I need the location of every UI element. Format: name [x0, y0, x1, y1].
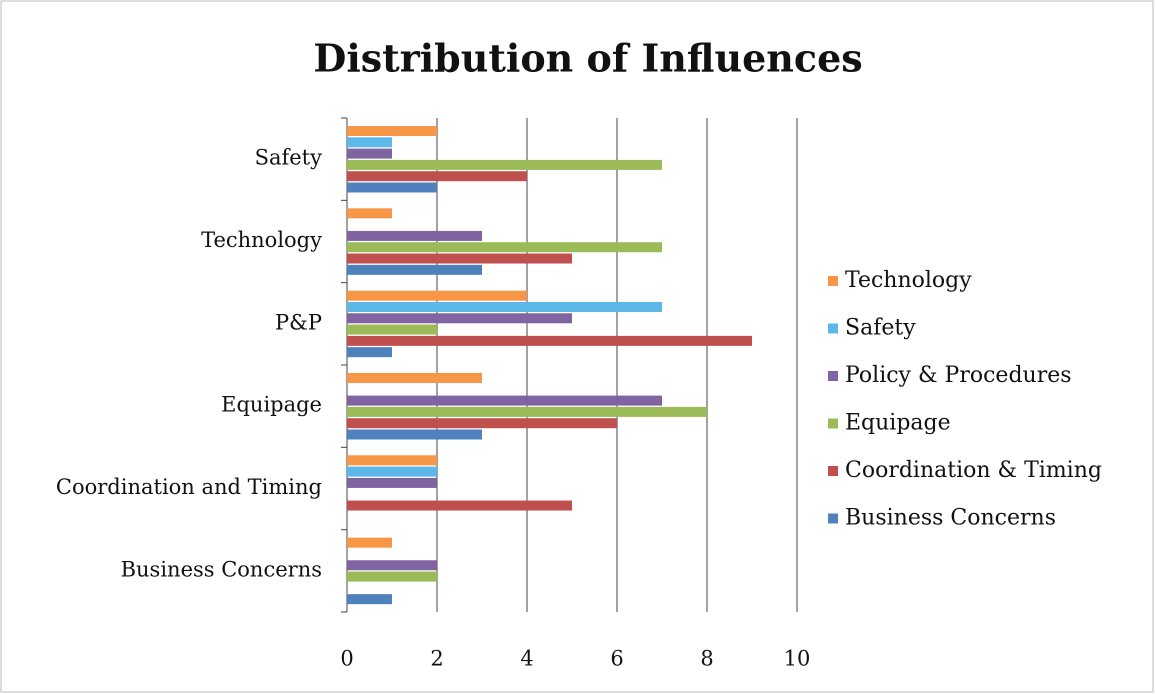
y-tick-label: Technology	[201, 228, 322, 252]
legend-label: Business Concerns	[845, 506, 1056, 531]
bar	[347, 208, 392, 219]
bar	[347, 182, 437, 193]
bar	[347, 560, 437, 571]
bar	[347, 406, 707, 417]
x-tick-label: 0	[340, 647, 353, 671]
bar	[347, 126, 437, 136]
y-tick-label: Coordination and Timing	[56, 475, 322, 499]
bar	[347, 230, 482, 241]
bar	[347, 395, 662, 406]
y-tick-label: Business Concerns	[121, 557, 322, 581]
legend-swatch	[828, 371, 838, 381]
legend-swatch	[828, 418, 838, 429]
bar	[347, 324, 437, 335]
bar	[347, 373, 482, 383]
bar	[347, 301, 662, 312]
y-tick-label: Equipage	[221, 393, 322, 417]
bar	[347, 159, 662, 170]
legend-swatch	[828, 323, 838, 334]
bar	[347, 290, 527, 301]
x-tick-label: 10	[784, 647, 811, 671]
legend-label: Safety	[845, 316, 916, 341]
bar	[347, 477, 437, 488]
x-tick-label: 8	[700, 647, 713, 671]
x-tick-label: 6	[610, 647, 623, 671]
legend-swatch	[828, 513, 838, 524]
x-tick-label: 2	[430, 647, 443, 671]
bar	[347, 418, 617, 429]
bar	[347, 148, 392, 159]
bar	[347, 429, 482, 440]
bar	[347, 466, 437, 477]
y-tick-label: Safety	[255, 146, 323, 170]
legend-swatch	[828, 276, 838, 286]
legend-label: Equipage	[845, 411, 951, 436]
bar	[347, 242, 662, 253]
bar	[347, 253, 572, 264]
bar	[347, 264, 482, 275]
chart-title: Distribution of Influences	[313, 36, 862, 81]
bar	[347, 171, 527, 182]
legend-swatch	[828, 466, 838, 476]
bar	[347, 347, 392, 358]
bar	[347, 335, 752, 346]
bar	[347, 313, 572, 324]
x-tick-label: 4	[520, 647, 533, 671]
bar	[347, 571, 437, 582]
legend-label: Policy & Procedures	[845, 363, 1072, 388]
legend-label: Coordination & Timing	[845, 458, 1102, 483]
bar	[347, 594, 392, 605]
bar	[347, 500, 572, 511]
y-tick-label: P&P	[275, 310, 322, 334]
legend-label: Technology	[845, 268, 972, 293]
bar	[347, 137, 392, 148]
bar	[347, 455, 437, 466]
bar	[347, 537, 392, 548]
